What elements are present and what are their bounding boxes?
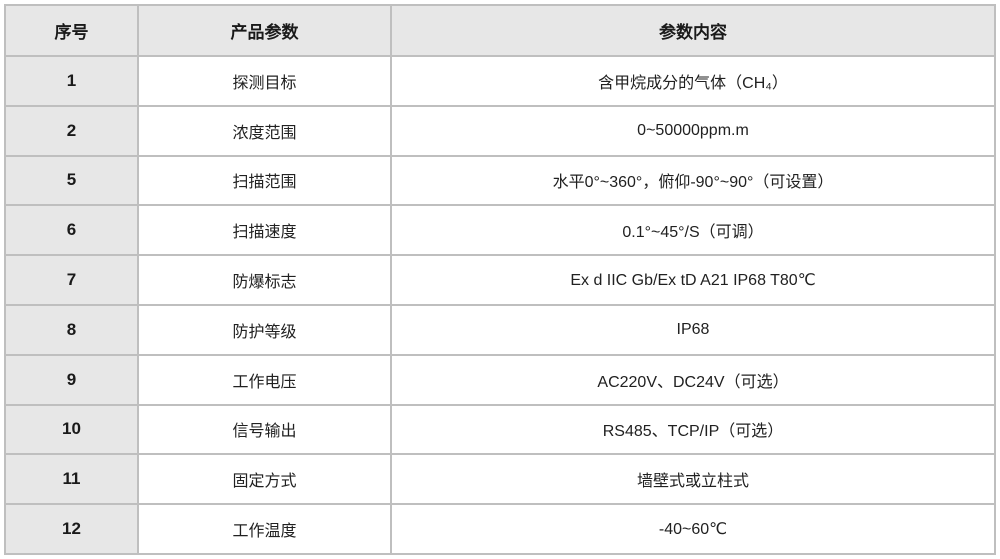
serial-cell: 8 <box>4 303 139 356</box>
serial-cell: 11 <box>4 453 139 506</box>
serial-cell: 9 <box>4 353 139 406</box>
value-cell: AC220V、DC24V（可选） <box>390 353 996 406</box>
table-row: 2 浓度范围 0~50000ppm.m <box>4 104 996 157</box>
value-cell: 含甲烷成分的气体（CH₄） <box>390 55 996 107</box>
value-cell: 水平0°~360°，俯仰-90°~90°（可设置） <box>390 154 996 207</box>
table-row: 10 信号输出 RS485、TCP/IP（可选） <box>4 403 996 456</box>
param-cell: 工作温度 <box>137 503 392 555</box>
serial-cell: 6 <box>4 204 139 257</box>
table-row: 8 防护等级 IP68 <box>4 303 996 356</box>
serial-cell: 1 <box>4 55 139 107</box>
table-row: 7 防爆标志 Ex d IIC Gb/Ex tD A21 IP68 T80℃ <box>4 254 996 306</box>
table-row: 12 工作温度 -40~60℃ <box>4 503 996 555</box>
param-cell: 扫描速度 <box>137 204 392 257</box>
value-cell: 0.1°~45°/S（可调） <box>390 204 996 257</box>
column-header-param: 产品参数 <box>137 4 392 57</box>
param-cell: 固定方式 <box>137 453 392 506</box>
value-cell: 0~50000ppm.m <box>390 104 996 157</box>
serial-cell: 7 <box>4 254 139 306</box>
param-cell: 工作电压 <box>137 353 392 406</box>
value-cell: IP68 <box>390 303 996 356</box>
serial-cell: 10 <box>4 403 139 456</box>
param-cell: 浓度范围 <box>137 104 392 157</box>
value-cell: Ex d IIC Gb/Ex tD A21 IP68 T80℃ <box>390 254 996 306</box>
header-row: 序号 产品参数 参数内容 <box>4 4 996 57</box>
param-cell: 探测目标 <box>137 55 392 107</box>
value-cell: -40~60℃ <box>390 503 996 555</box>
value-cell: RS485、TCP/IP（可选） <box>390 403 996 456</box>
table-row: 1 探测目标 含甲烷成分的气体（CH₄） <box>4 55 996 107</box>
column-header-value: 参数内容 <box>390 4 996 57</box>
value-cell: 墙壁式或立柱式 <box>390 453 996 506</box>
serial-cell: 12 <box>4 503 139 555</box>
column-header-serial: 序号 <box>4 4 139 57</box>
table-row: 5 扫描范围 水平0°~360°，俯仰-90°~90°（可设置） <box>4 154 996 207</box>
table-row: 11 固定方式 墙壁式或立柱式 <box>4 453 996 506</box>
param-cell: 信号输出 <box>137 403 392 456</box>
param-cell: 扫描范围 <box>137 154 392 207</box>
table-row: 6 扫描速度 0.1°~45°/S（可调） <box>4 204 996 257</box>
param-cell: 防爆标志 <box>137 254 392 306</box>
serial-cell: 2 <box>4 104 139 157</box>
param-cell: 防护等级 <box>137 303 392 356</box>
product-spec-table: 序号 产品参数 参数内容 1 探测目标 含甲烷成分的气体（CH₄） 2 浓度范围… <box>4 4 996 555</box>
table-row: 9 工作电压 AC220V、DC24V（可选） <box>4 353 996 406</box>
serial-cell: 5 <box>4 154 139 207</box>
